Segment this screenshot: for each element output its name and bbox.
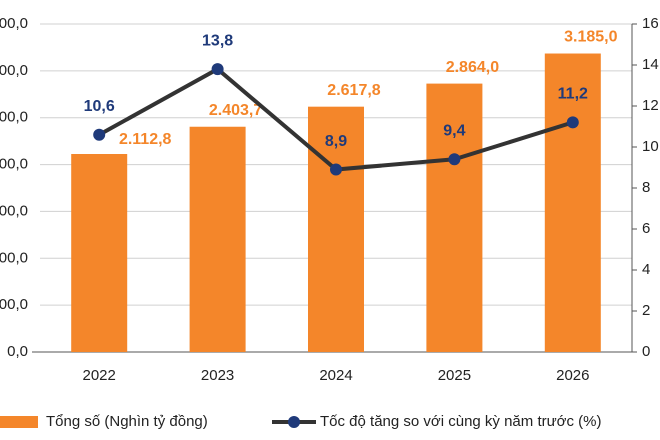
x-tick-label: 2023 [201, 367, 234, 384]
y2-tick-label: 14 [642, 56, 659, 73]
y-tick-label: 1.000,0 [0, 249, 28, 266]
x-tick-label: 2024 [319, 367, 352, 384]
x-tick-label: 2022 [83, 367, 116, 384]
line-marker [330, 163, 342, 176]
line-value-label: 13,8 [202, 32, 233, 49]
y2-tick-label: 12 [642, 97, 659, 114]
line-value-label: 11,2 [558, 86, 588, 103]
x-tick-label: 2026 [556, 367, 589, 384]
legend-label: Tốc độ tăng so với cùng kỳ năm trước (%) [320, 413, 601, 430]
bar-value-label: 2.864,0 [446, 59, 499, 76]
legend-label: Tổng số (Nghìn tỷ đồng) [46, 413, 208, 430]
line-value-label: 10,6 [84, 98, 115, 115]
y-tick-label: 2.500,0 [0, 109, 28, 126]
y2-tick-label: 2 [642, 302, 650, 319]
y-tick-label: 0,0 [7, 343, 28, 360]
line-value-label: 8,9 [325, 133, 347, 150]
bar [544, 53, 601, 353]
line-marker [93, 128, 106, 141]
y2-tick-label: 8 [642, 179, 650, 196]
y2-tick-label: 10 [642, 138, 659, 155]
y2-tick-label: 6 [642, 220, 650, 237]
line-marker [566, 116, 579, 129]
bar [189, 126, 246, 352]
line-marker [448, 153, 461, 166]
y-tick-label: 500,0 [0, 296, 28, 313]
bar-value-label: 2.617,8 [327, 82, 380, 99]
line-marker [211, 63, 224, 76]
legend-marker [288, 416, 300, 428]
bar [426, 83, 483, 352]
line-value-label: 9,4 [443, 123, 465, 140]
y2-tick-label: 0 [642, 343, 650, 360]
y-tick-label: 3.500,0 [0, 15, 28, 32]
x-tick-label: 2025 [438, 367, 471, 384]
bar-value-label: 3.185,0 [564, 29, 617, 46]
y-tick-label: 1.500,0 [0, 202, 28, 219]
y-tick-label: 3.000,0 [0, 62, 28, 79]
y2-tick-label: 4 [642, 261, 650, 278]
bar-value-label: 2.403,7 [209, 102, 262, 119]
legend-swatch [0, 416, 38, 428]
bar [308, 106, 364, 352]
bar-value-label: 2.112,8 [119, 131, 172, 148]
y-tick-label: 2.000,0 [0, 156, 28, 173]
y2-tick-label: 16 [642, 15, 659, 32]
bar [71, 154, 128, 352]
